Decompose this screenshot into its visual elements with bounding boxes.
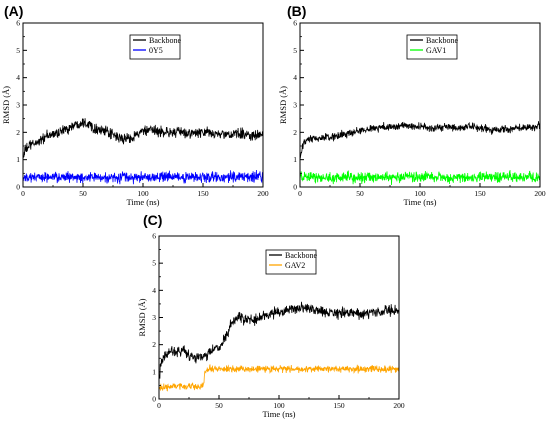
x-axis-title: Time (ns) xyxy=(404,197,437,207)
x-tick-label: 200 xyxy=(534,189,546,198)
series-line-gav1 xyxy=(300,169,540,185)
x-tick-label: 150 xyxy=(474,189,486,198)
panel-label: (C) xyxy=(143,212,162,228)
y-tick-label: 5 xyxy=(152,259,156,268)
series-line-gav2 xyxy=(159,364,399,392)
y-tick-label: 3 xyxy=(293,101,297,110)
y-tick-label: 5 xyxy=(293,46,297,55)
x-tick-label: 50 xyxy=(79,189,87,198)
panel-label: (A) xyxy=(4,3,23,19)
legend-label: 0Y5 xyxy=(149,46,163,55)
y-tick-label: 6 xyxy=(152,232,156,241)
series-line-0y5 xyxy=(23,169,263,185)
legend-label: GAV1 xyxy=(426,46,446,55)
y-tick-label: 1 xyxy=(16,155,20,164)
y-tick-label: 1 xyxy=(152,367,156,376)
x-tick-label: 100 xyxy=(137,189,149,198)
y-tick-label: 3 xyxy=(152,313,156,322)
panel-label: (B) xyxy=(287,3,306,19)
y-tick-label: 0 xyxy=(293,183,297,192)
legend-label: Backbone xyxy=(426,36,458,45)
legend-box xyxy=(265,249,317,275)
legend-box xyxy=(129,34,181,60)
legend-label: GAV2 xyxy=(285,261,305,270)
y-tick-label: 2 xyxy=(293,128,297,137)
y-axis-title: RMSD (Å) xyxy=(278,86,288,124)
x-tick-label: 0 xyxy=(157,401,161,410)
y-tick-label: 0 xyxy=(16,183,20,192)
legend-label: Backbone xyxy=(285,251,317,260)
x-axis-title: Time (ns) xyxy=(263,409,296,419)
chart-panel-a: (A) 0 50 100 150 200 0 1 2 3 4 5 6 Time (ns) RMSD (Å) B… xyxy=(1,3,269,207)
series-line-backbone xyxy=(159,301,399,379)
y-tick-label: 1 xyxy=(293,155,297,164)
series-line-backbone xyxy=(23,118,263,159)
y-tick-label: 2 xyxy=(152,340,156,349)
chart-panel-b: (B) 0 50 100 150 200 0 1 2 3 4 5 6 Time (ns) RMSD (Å) B… xyxy=(278,3,546,207)
x-tick-label: 100 xyxy=(273,401,285,410)
series-line-backbone xyxy=(300,121,540,159)
legend-box xyxy=(406,34,458,60)
y-tick-label: 6 xyxy=(16,19,20,28)
y-tick-label: 2 xyxy=(16,128,20,137)
x-tick-label: 150 xyxy=(333,401,345,410)
x-tick-label: 200 xyxy=(393,401,405,410)
y-tick-label: 4 xyxy=(152,286,156,295)
x-tick-label: 0 xyxy=(298,189,302,198)
y-tick-label: 4 xyxy=(16,73,20,82)
chart-panel-c: (C) 0 50 100 150 200 0 1 2 3 4 5 6 Time (ns) RMSD (Å) B… xyxy=(137,212,405,419)
legend-label: Backbone xyxy=(149,36,181,45)
x-tick-label: 200 xyxy=(257,189,269,198)
y-axis-title: RMSD (Å) xyxy=(137,298,147,336)
x-tick-label: 50 xyxy=(215,401,223,410)
x-tick-label: 0 xyxy=(21,189,25,198)
y-tick-label: 6 xyxy=(293,19,297,28)
y-tick-label: 3 xyxy=(16,101,20,110)
x-tick-label: 100 xyxy=(414,189,426,198)
x-tick-label: 50 xyxy=(356,189,364,198)
x-tick-label: 150 xyxy=(197,189,209,198)
y-tick-label: 4 xyxy=(293,73,297,82)
y-tick-label: 0 xyxy=(152,395,156,404)
x-axis-title: Time (ns) xyxy=(127,197,160,207)
y-axis-title: RMSD (Å) xyxy=(1,86,11,124)
y-tick-label: 5 xyxy=(16,46,20,55)
